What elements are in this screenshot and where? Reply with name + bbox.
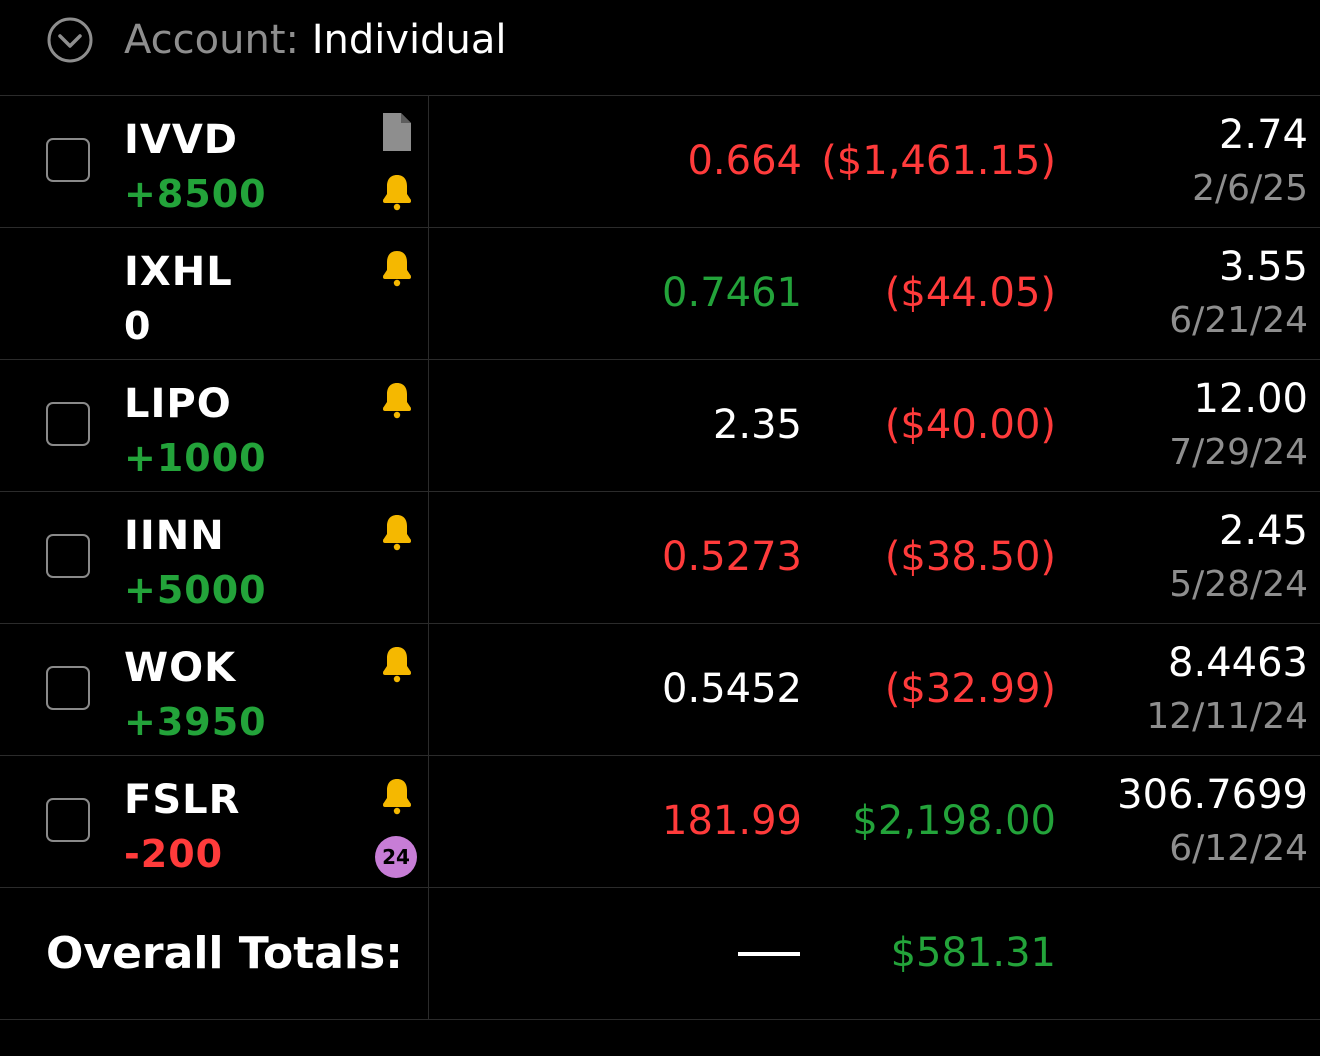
profit-loss: ($1,461.15) — [821, 138, 1056, 184]
trade-date: 7/29/24 — [1169, 432, 1308, 473]
trade-date: 6/21/24 — [1169, 300, 1308, 341]
row-checkbox[interactable] — [46, 666, 90, 710]
chevron-down-icon[interactable] — [46, 16, 94, 64]
account-title[interactable]: Account: Individual — [124, 14, 507, 66]
cost-basis: 3.55 — [1218, 244, 1308, 290]
profit-loss: ($44.05) — [884, 270, 1056, 316]
count-badge[interactable]: 24 — [375, 836, 417, 878]
profit-loss: ($32.99) — [884, 666, 1056, 712]
table-row[interactable]: IINN +5000 0.5273 ($38.50) 2.45 5/28/24 — [0, 492, 1320, 624]
totals-price-dash — [738, 952, 800, 956]
row-checkbox[interactable] — [46, 534, 90, 578]
bell-icon[interactable] — [380, 644, 414, 684]
cost-basis: 2.74 — [1218, 112, 1308, 158]
cost-basis: 8.4463 — [1168, 640, 1308, 686]
document-icon[interactable] — [380, 112, 414, 152]
profit-loss: ($40.00) — [884, 402, 1056, 448]
bell-icon[interactable] — [380, 380, 414, 420]
cost-basis: 12.00 — [1193, 376, 1308, 422]
last-price: 0.7461 — [662, 270, 802, 316]
ticker-symbol: IINN — [124, 513, 225, 559]
account-header[interactable]: Account: Individual — [0, 0, 1320, 96]
ticker-symbol: IXHL — [124, 249, 233, 295]
position-quantity: +1000 — [124, 436, 267, 480]
row-checkbox[interactable] — [46, 402, 90, 446]
profit-loss: $2,198.00 — [852, 798, 1056, 844]
position-quantity: +3950 — [124, 700, 267, 744]
cost-basis: 2.45 — [1218, 508, 1308, 554]
position-quantity: +8500 — [124, 172, 267, 216]
table-row[interactable]: WOK +3950 0.5452 ($32.99) 8.4463 12/11/24 — [0, 624, 1320, 756]
ticker-symbol: LIPO — [124, 381, 232, 427]
totals-row: Overall Totals: $581.31 — [0, 888, 1320, 1020]
position-quantity: +5000 — [124, 568, 267, 612]
table-row[interactable]: IXHL 0 0.7461 ($44.05) 3.55 6/21/24 — [0, 228, 1320, 360]
trade-date: 6/12/24 — [1169, 828, 1308, 869]
table-row[interactable]: IVVD +8500 0.664 ($1,461.15) 2.74 2/6/25 — [0, 96, 1320, 228]
profit-loss: ($38.50) — [884, 534, 1056, 580]
table-row[interactable]: LIPO +1000 2.35 ($40.00) 12.00 7/29/24 — [0, 360, 1320, 492]
positions-table: IVVD +8500 0.664 ($1,461.15) 2.74 2/6/25 IXHL 0… — [0, 96, 1320, 1020]
last-price: 0.664 — [687, 138, 802, 184]
row-checkbox[interactable] — [46, 138, 90, 182]
bell-icon[interactable] — [380, 248, 414, 288]
last-price: 0.5452 — [662, 666, 802, 712]
position-quantity: -200 — [124, 832, 224, 876]
bell-icon[interactable] — [380, 776, 414, 816]
position-quantity: 0 — [124, 304, 152, 348]
last-price: 2.35 — [712, 402, 802, 448]
cost-basis: 306.7699 — [1117, 772, 1308, 818]
bell-icon[interactable] — [380, 172, 414, 212]
totals-label: Overall Totals: — [46, 928, 403, 979]
trade-date: 5/28/24 — [1169, 564, 1308, 605]
account-value: Individual — [311, 17, 507, 63]
ticker-symbol: FSLR — [124, 777, 241, 823]
totals-profit-loss: $581.31 — [890, 930, 1056, 976]
table-row[interactable]: FSLR -200 24 181.99 $2,198.00 306.7699 6/12/24 — [0, 756, 1320, 888]
ticker-symbol: WOK — [124, 645, 237, 691]
trade-date: 2/6/25 — [1192, 168, 1308, 209]
last-price: 181.99 — [662, 798, 802, 844]
bell-icon[interactable] — [380, 512, 414, 552]
trade-date: 12/11/24 — [1146, 696, 1308, 737]
ticker-symbol: IVVD — [124, 117, 238, 163]
row-checkbox[interactable] — [46, 798, 90, 842]
account-label: Account: — [124, 17, 312, 63]
last-price: 0.5273 — [662, 534, 802, 580]
